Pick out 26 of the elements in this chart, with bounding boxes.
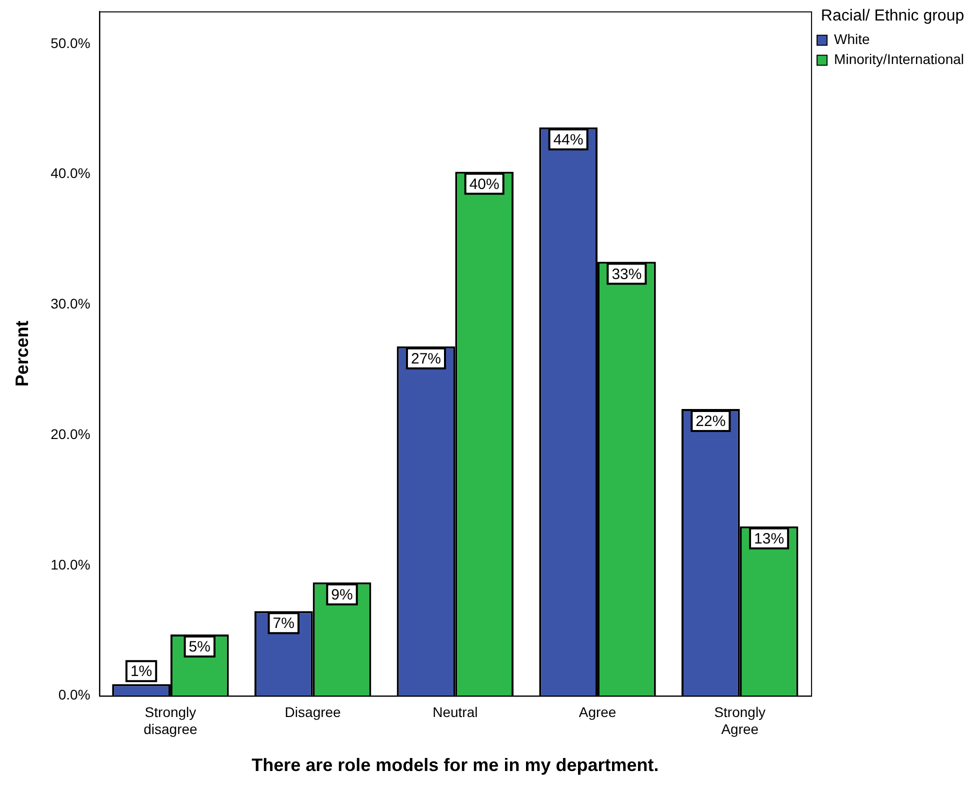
data-label: 40%: [469, 176, 500, 193]
data-label: 9%: [331, 586, 353, 604]
y-tick-label: 40.0%: [50, 165, 90, 182]
y-axis-title: Percent: [12, 320, 32, 387]
x-axis-title: There are role models for me in my department.: [252, 755, 659, 776]
data-label: 22%: [696, 413, 726, 430]
data-label: 7%: [272, 615, 294, 632]
data-label: 44%: [553, 132, 584, 149]
legend-label: Minority/International: [834, 51, 964, 68]
y-tick-label: 0.0%: [58, 686, 90, 703]
x-tick-label: Disagree: [284, 704, 342, 720]
x-tick-label: Strongly Agree: [714, 704, 766, 737]
data-label: 5%: [188, 638, 210, 656]
x-tick-label: Strongly disagree: [144, 704, 198, 737]
data-label: 13%: [754, 530, 784, 548]
y-tick-label: 10.0%: [50, 556, 90, 572]
y-tick-label: 50.0%: [50, 34, 90, 51]
data-label: 33%: [612, 266, 642, 283]
legend-label: White: [834, 31, 870, 48]
x-tick-label: Agree: [578, 704, 616, 720]
legend-title: Racial/ Ethnic group: [820, 7, 964, 24]
x-tick-label: Neutral: [432, 704, 478, 720]
y-tick-label: 20.0%: [50, 426, 90, 442]
data-label: 27%: [410, 350, 442, 368]
y-tick-label: 30.0%: [50, 296, 90, 312]
data-label: 1%: [130, 663, 152, 680]
